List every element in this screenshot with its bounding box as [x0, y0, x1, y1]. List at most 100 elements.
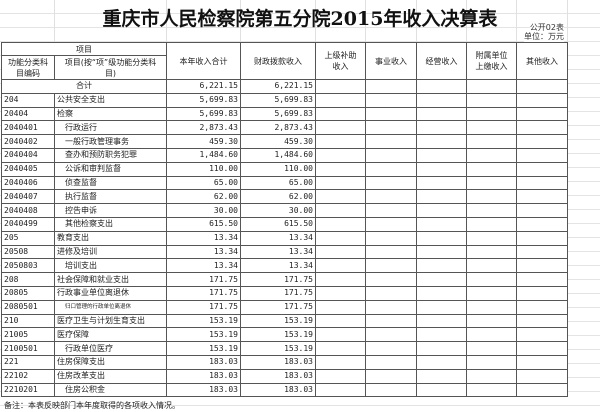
function-code: 208: [1, 272, 55, 287]
year-income-total: 459.30: [166, 134, 241, 149]
table-row: 2040406 侦查监督 65.00 65.00: [1, 175, 568, 191]
header-name: 项目(按“项”级功能分类科目): [54, 55, 167, 80]
item-name: 行政运行: [54, 120, 167, 136]
function-code: 2040404: [1, 147, 55, 163]
table-row: 2040402 一般行政管理事务 459.30 459.30: [1, 134, 568, 149]
table-row: 2040407 执行监督 62.00 62.00: [1, 189, 568, 205]
total-income: 6,221.15: [166, 79, 241, 94]
item-name: 医疗卫生与计划生育支出: [54, 313, 167, 329]
header-operating: 经营收入: [416, 42, 467, 80]
year-income-total: 153.19: [166, 341, 241, 356]
income-table: 项目 本年收入合计 财政拨款收入 上级补助收入 事业收入 经营收入 附属单位上缴…: [1, 42, 568, 398]
function-code: 2040402: [1, 134, 55, 149]
item-name: 控告申诉: [54, 203, 167, 218]
header-business: 事业收入: [365, 42, 417, 80]
table-row: 20508 进修及培训 13.34 13.34: [1, 244, 568, 260]
fiscal-income: 5,699.83: [240, 106, 316, 122]
total-row: 合计 6,221.15 6,221.15: [1, 79, 568, 94]
item-name: 住房公积金: [54, 382, 167, 398]
table-row: 208 社会保障和就业支出 171.75 171.75: [1, 272, 568, 287]
item-name: 一般行政管理事务: [54, 134, 167, 149]
function-code: 2050803: [1, 258, 55, 274]
year-income-total: 5,699.83: [166, 92, 241, 108]
page-title: 重庆市人民检察院第五分院2015年收入决算表: [102, 8, 498, 30]
table-row: 2100501 行政单位医疗 153.19 153.19: [1, 341, 568, 356]
function-code: 204: [1, 92, 55, 108]
table-row: 21005 医疗保障 153.19 153.19: [1, 327, 568, 343]
item-name: 住房改革支出: [54, 368, 167, 384]
function-code: 2210201: [1, 382, 55, 398]
fiscal-income: 183.03: [240, 354, 316, 370]
year-income-total: 65.00: [166, 175, 241, 191]
item-name: 培训支出: [54, 258, 167, 274]
year-income-total: 2,873.43: [166, 120, 241, 136]
year-income-total: 183.03: [166, 354, 241, 370]
item-name: 执行监督: [54, 189, 167, 205]
function-code: 20404: [1, 106, 55, 122]
fiscal-income: 171.75: [240, 299, 316, 315]
table-row: 20805 行政事业单位离退休 171.75 171.75: [1, 285, 568, 301]
fiscal-income: 110.00: [240, 161, 316, 177]
year-income-total: 171.75: [166, 285, 241, 301]
function-code: 20508: [1, 244, 55, 260]
fiscal-income: 13.34: [240, 244, 316, 260]
year-income-total: 110.00: [166, 161, 241, 177]
fiscal-income: 153.19: [240, 313, 316, 329]
header-total: 本年收入合计: [166, 42, 241, 80]
item-name: 归口管理的行政单位离退休: [54, 299, 167, 315]
fiscal-income: 30.00: [240, 203, 316, 218]
fiscal-income: 5,699.83: [240, 92, 316, 108]
item-name: 公诉和审判监督: [54, 161, 167, 177]
year-income-total: 153.19: [166, 327, 241, 343]
year-income-total: 615.50: [166, 216, 241, 232]
fiscal-income: 65.00: [240, 175, 316, 191]
function-code: 221: [1, 354, 55, 370]
fiscal-income: 183.03: [240, 382, 316, 398]
function-code: 2040407: [1, 189, 55, 205]
year-income-total: 183.03: [166, 382, 241, 398]
function-code: 2040401: [1, 120, 55, 136]
function-code: 2100501: [1, 341, 55, 356]
function-code: 22102: [1, 368, 55, 384]
fiscal-income: 171.75: [240, 285, 316, 301]
year-income-total: 171.75: [166, 272, 241, 287]
total-label: 合计: [1, 79, 167, 94]
item-name: 教育支出: [54, 230, 167, 246]
year-income-total: 13.34: [166, 244, 241, 260]
table-row: 204 公共安全支出 5,699.83 5,699.83: [1, 92, 568, 108]
function-code: 20805: [1, 285, 55, 301]
table-row: 20404 检察 5,699.83 5,699.83: [1, 106, 568, 122]
total-fiscal: 6,221.15: [240, 79, 316, 94]
header-affiliated: 附属单位上缴收入: [466, 42, 517, 80]
fiscal-income: 459.30: [240, 134, 316, 149]
header-other: 其他收入: [516, 42, 568, 80]
table-row: 2080501 归口管理的行政单位离退休 171.75 171.75: [1, 299, 568, 315]
item-name: 医疗保障: [54, 327, 167, 343]
footnote: 备注：本表反映部门本年度取得的各项收入情况。: [4, 401, 180, 410]
fiscal-income: 13.34: [240, 258, 316, 274]
fiscal-income: 1,484.60: [240, 147, 316, 163]
item-name: 侦查监督: [54, 175, 167, 191]
year-income-total: 62.00: [166, 189, 241, 205]
fiscal-income: 62.00: [240, 189, 316, 205]
item-name: 进修及培训: [54, 244, 167, 260]
table-row: 221 住房保障支出 183.03 183.03: [1, 354, 568, 370]
fiscal-income: 615.50: [240, 216, 316, 232]
function-code: 205: [1, 230, 55, 246]
table-row: 210 医疗卫生与计划生育支出 153.19 153.19: [1, 313, 568, 329]
fiscal-income: 153.19: [240, 327, 316, 343]
item-name: 其他检察支出: [54, 216, 167, 232]
table-row: 2040404 查办和预防职务犯罪 1,484.60 1,484.60: [1, 147, 568, 163]
unit-label: 单位：万元: [524, 31, 564, 42]
item-name: 住房保障支出: [54, 354, 167, 370]
fiscal-income: 171.75: [240, 272, 316, 287]
table-row: 2050803 培训支出 13.34 13.34: [1, 258, 568, 274]
function-code: 2040406: [1, 175, 55, 191]
table-row: 2040405 公诉和审判监督 110.00 110.00: [1, 161, 568, 177]
fiscal-income: 183.03: [240, 368, 316, 384]
item-name: 行政单位医疗: [54, 341, 167, 356]
fiscal-income: 2,873.43: [240, 120, 316, 136]
form-number: 公开02表: [529, 22, 564, 33]
table-row: 2040408 控告申诉 30.00 30.00: [1, 203, 568, 218]
header-superior: 上级补助收入: [315, 42, 366, 80]
